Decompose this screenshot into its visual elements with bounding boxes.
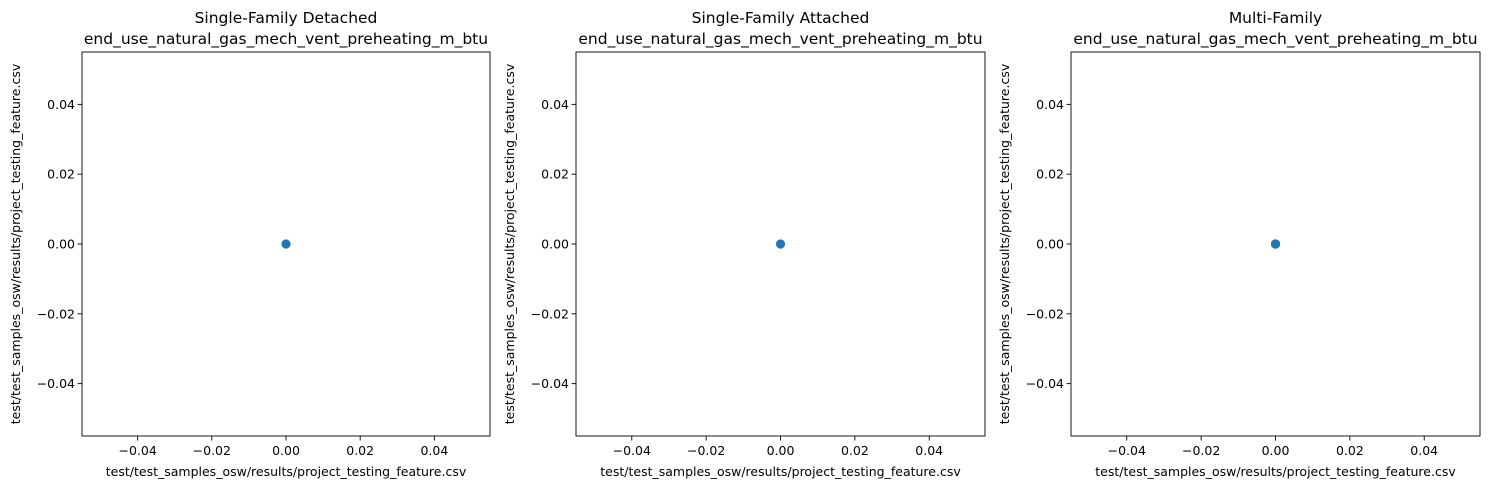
y-tick-label: 0.04	[541, 97, 569, 112]
x-tick-label: −0.02	[1182, 443, 1220, 458]
title-line-2: end_use_natural_gas_mech_vent_preheating…	[1073, 30, 1477, 49]
x-tick-label: 0.04	[915, 443, 943, 458]
y-axis-label: test/test_samples_osw/results/project_te…	[502, 63, 517, 424]
y-tick-label: −0.02	[1026, 306, 1064, 321]
y-tick-label: 0.00	[47, 237, 75, 252]
y-axis-label: test/test_samples_osw/results/project_te…	[8, 63, 23, 424]
x-tick-label: −0.04	[1108, 443, 1146, 458]
data-point	[281, 239, 291, 249]
x-tick-label: −0.04	[613, 443, 651, 458]
title-line-2: end_use_natural_gas_mech_vent_preheating…	[84, 30, 488, 49]
y-tick-label: 0.02	[47, 167, 75, 182]
y-tick-label: −0.02	[531, 306, 569, 321]
x-tick-label: 0.00	[1262, 443, 1290, 458]
y-tick-label: 0.00	[541, 237, 569, 252]
y-tick-label: 0.04	[47, 97, 75, 112]
y-tick-label: 0.02	[541, 167, 569, 182]
data-point	[1270, 239, 1281, 249]
data-point	[775, 239, 786, 249]
subplot-sfd: Single-Family Detached end_use_natural_ga…	[8, 9, 491, 479]
y-tick-label: 0.00	[1036, 237, 1064, 252]
y-tick-label: 0.02	[1036, 167, 1064, 182]
y-tick-label: −0.02	[37, 306, 75, 321]
subplot-sfa: Single-Family Attached end_use_natural_ga…	[502, 9, 986, 479]
x-tick-label: 0.00	[272, 443, 300, 458]
x-axis-label: test/test_samples_osw/results/project_te…	[1095, 464, 1456, 479]
x-tick-label: 0.00	[767, 443, 795, 458]
title-line-1: Single-Family Attached	[692, 9, 870, 27]
y-tick-label: −0.04	[1026, 376, 1064, 391]
y-tick-label: −0.04	[531, 376, 569, 391]
x-tick-label: −0.02	[193, 443, 231, 458]
x-axis-label: test/test_samples_osw/results/project_te…	[600, 464, 961, 479]
x-tick-label: 0.02	[346, 443, 374, 458]
x-tick-label: 0.04	[420, 443, 448, 458]
x-tick-label: 0.02	[1336, 443, 1364, 458]
y-tick-label: 0.04	[1036, 97, 1064, 112]
title-line-1: Single-Family Detached	[195, 9, 378, 27]
title-line-2: end_use_natural_gas_mech_vent_preheating…	[578, 30, 982, 49]
y-axis-label: test/test_samples_osw/results/project_te…	[997, 63, 1012, 424]
x-tick-label: −0.04	[118, 443, 156, 458]
y-tick-label: −0.04	[37, 376, 75, 391]
title-line-1: Multi-Family	[1229, 9, 1322, 27]
x-tick-label: 0.04	[1410, 443, 1438, 458]
subplot-mf: Multi-Family end_use_natural_gas_mech_ven…	[997, 9, 1481, 479]
x-tick-label: 0.02	[841, 443, 869, 458]
x-axis-label: test/test_samples_osw/results/project_te…	[106, 464, 467, 479]
x-tick-label: −0.02	[687, 443, 725, 458]
